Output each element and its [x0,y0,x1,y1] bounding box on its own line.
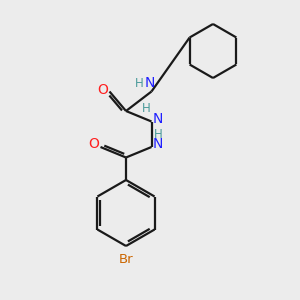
Text: Br: Br [119,253,133,266]
Text: H: H [134,76,143,90]
Text: N: N [153,112,163,125]
Text: O: O [88,137,99,151]
Text: H: H [154,128,163,141]
Text: N: N [153,137,163,151]
Text: O: O [98,83,108,97]
Text: H: H [142,102,151,116]
Text: N: N [145,76,155,90]
